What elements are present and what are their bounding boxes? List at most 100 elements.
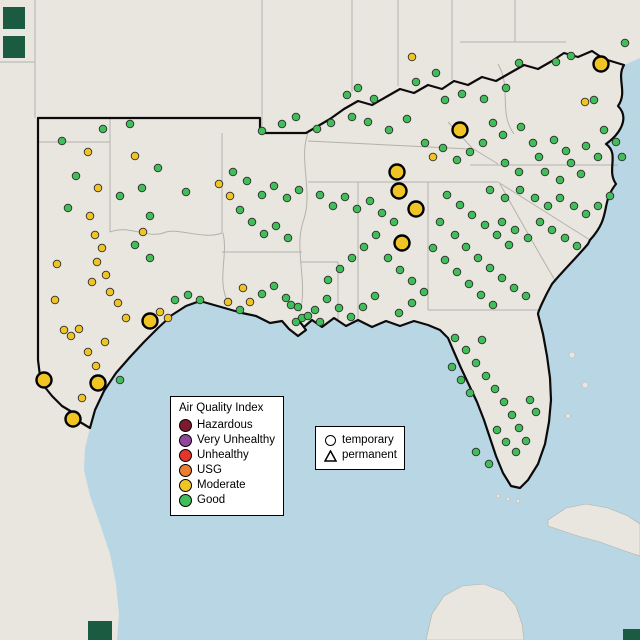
aqi-station-marker[interactable]: [456, 375, 466, 385]
aqi-station-marker[interactable]: [476, 290, 486, 300]
aqi-station-marker[interactable]: [555, 193, 565, 203]
aqi-station-marker[interactable]: [235, 305, 245, 315]
aqi-station-marker[interactable]: [291, 112, 301, 122]
aqi-station-marker[interactable]: [535, 217, 545, 227]
aqi-station-marker[interactable]: [66, 331, 76, 341]
aqi-station-marker[interactable]: [569, 201, 579, 211]
aqi-station-marker[interactable]: [402, 114, 412, 124]
aqi-station-marker[interactable]: [57, 136, 67, 146]
aqi-station-marker[interactable]: [480, 220, 490, 230]
aqi-station-marker[interactable]: [389, 217, 399, 227]
aqi-station-marker[interactable]: [377, 208, 387, 218]
aqi-station-marker[interactable]: [589, 95, 599, 105]
aqi-station-marker[interactable]: [551, 57, 561, 67]
aqi-station-marker[interactable]: [540, 167, 550, 177]
aqi-station-marker[interactable]: [363, 117, 373, 127]
aqi-station-marker[interactable]: [507, 410, 517, 420]
aqi-station-marker[interactable]: [257, 190, 267, 200]
aqi-station-marker[interactable]: [346, 312, 356, 322]
aqi-station-marker[interactable]: [419, 287, 429, 297]
aqi-station-marker[interactable]: [225, 191, 235, 201]
aqi-temporary-station-marker[interactable]: [35, 371, 53, 389]
aqi-station-marker[interactable]: [511, 447, 521, 457]
aqi-station-marker[interactable]: [477, 335, 487, 345]
aqi-station-marker[interactable]: [485, 263, 495, 273]
aqi-station-marker[interactable]: [481, 371, 491, 381]
aqi-station-marker[interactable]: [581, 141, 591, 151]
aqi-station-marker[interactable]: [130, 151, 140, 161]
aqi-temporary-station-marker[interactable]: [390, 182, 408, 200]
aqi-station-marker[interactable]: [617, 152, 627, 162]
aqi-temporary-station-marker[interactable]: [64, 410, 82, 428]
aqi-station-marker[interactable]: [257, 126, 267, 136]
aqi-station-marker[interactable]: [100, 337, 110, 347]
aqi-station-marker[interactable]: [407, 276, 417, 286]
aqi-station-marker[interactable]: [450, 333, 460, 343]
aqi-station-marker[interactable]: [572, 241, 582, 251]
aqi-station-marker[interactable]: [478, 138, 488, 148]
aqi-station-marker[interactable]: [286, 300, 296, 310]
aqi-station-marker[interactable]: [155, 307, 165, 317]
aqi-temporary-station-marker[interactable]: [407, 200, 425, 218]
aqi-station-marker[interactable]: [347, 253, 357, 263]
aqi-station-marker[interactable]: [97, 243, 107, 253]
aqi-station-marker[interactable]: [428, 243, 438, 253]
aqi-station-marker[interactable]: [371, 230, 381, 240]
aqi-station-marker[interactable]: [281, 293, 291, 303]
aqi-station-marker[interactable]: [576, 169, 586, 179]
aqi-station-marker[interactable]: [323, 275, 333, 285]
aqi-station-marker[interactable]: [504, 240, 514, 250]
aqi-station-marker[interactable]: [523, 233, 533, 243]
aqi-station-marker[interactable]: [450, 230, 460, 240]
aqi-station-marker[interactable]: [163, 313, 173, 323]
aqi-station-marker[interactable]: [347, 112, 357, 122]
aqi-station-marker[interactable]: [515, 185, 525, 195]
aqi-station-marker[interactable]: [294, 185, 304, 195]
aqi-station-marker[interactable]: [611, 137, 621, 147]
aqi-station-marker[interactable]: [490, 384, 500, 394]
aqi-station-marker[interactable]: [113, 298, 123, 308]
aqi-station-marker[interactable]: [269, 281, 279, 291]
aqi-station-marker[interactable]: [328, 201, 338, 211]
aqi-station-marker[interactable]: [471, 358, 481, 368]
aqi-station-marker[interactable]: [92, 257, 102, 267]
aqi-station-marker[interactable]: [247, 217, 257, 227]
aqi-station-marker[interactable]: [71, 171, 81, 181]
aqi-station-marker[interactable]: [593, 152, 603, 162]
aqi-station-marker[interactable]: [457, 89, 467, 99]
aqi-station-marker[interactable]: [465, 147, 475, 157]
aqi-station-marker[interactable]: [435, 217, 445, 227]
aqi-station-marker[interactable]: [479, 94, 489, 104]
aqi-station-marker[interactable]: [471, 447, 481, 457]
aqi-station-marker[interactable]: [514, 58, 524, 68]
aqi-station-marker[interactable]: [440, 95, 450, 105]
aqi-station-marker[interactable]: [428, 152, 438, 162]
aqi-station-marker[interactable]: [465, 388, 475, 398]
aqi-station-marker[interactable]: [50, 295, 60, 305]
aqi-station-marker[interactable]: [580, 97, 590, 107]
aqi-station-marker[interactable]: [282, 193, 292, 203]
aqi-station-marker[interactable]: [492, 230, 502, 240]
aqi-station-marker[interactable]: [605, 191, 615, 201]
aqi-station-marker[interactable]: [359, 242, 369, 252]
aqi-station-marker[interactable]: [455, 200, 465, 210]
aqi-station-marker[interactable]: [452, 267, 462, 277]
aqi-station-marker[interactable]: [500, 158, 510, 168]
aqi-station-marker[interactable]: [335, 264, 345, 274]
aqi-station-marker[interactable]: [115, 375, 125, 385]
aqi-station-marker[interactable]: [310, 305, 320, 315]
aqi-station-marker[interactable]: [488, 300, 498, 310]
aqi-station-marker[interactable]: [223, 297, 233, 307]
aqi-station-marker[interactable]: [581, 209, 591, 219]
aqi-station-marker[interactable]: [98, 124, 108, 134]
aqi-station-marker[interactable]: [488, 118, 498, 128]
aqi-station-marker[interactable]: [452, 155, 462, 165]
aqi-station-marker[interactable]: [121, 313, 131, 323]
aqi-station-marker[interactable]: [620, 38, 630, 48]
aqi-station-marker[interactable]: [442, 190, 452, 200]
aqi-station-marker[interactable]: [353, 83, 363, 93]
aqi-station-marker[interactable]: [395, 265, 405, 275]
aqi-station-marker[interactable]: [431, 68, 441, 78]
aqi-station-marker[interactable]: [510, 225, 520, 235]
